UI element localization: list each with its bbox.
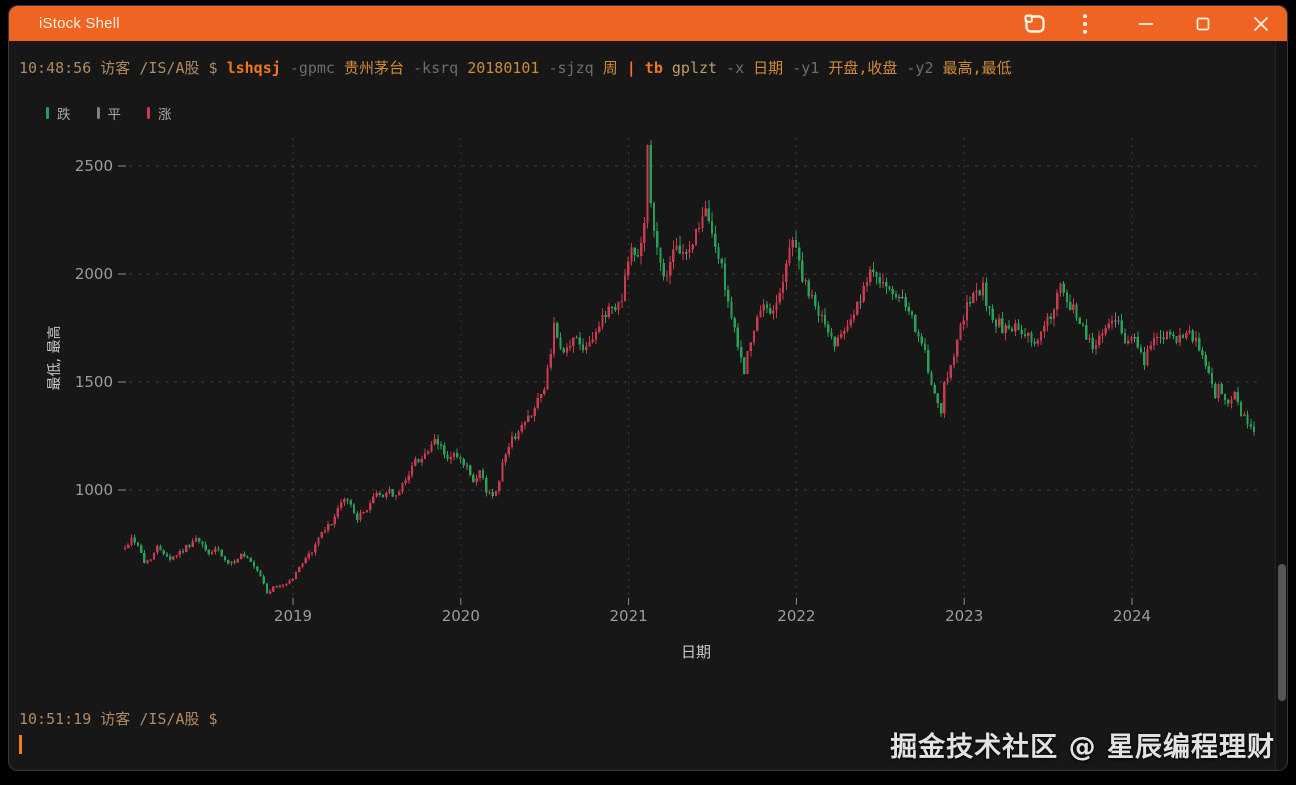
kebab-menu-icon[interactable] <box>1065 6 1105 41</box>
prompt-time: 10:48:56 <box>19 59 92 77</box>
watermark: 掘金技术社区 @ 星辰编程理财 <box>890 732 1275 763</box>
command-token: 20180101 <box>467 59 540 77</box>
legend-label-flat: 平 <box>107 107 122 123</box>
prompt-symbol: $ <box>208 59 218 77</box>
svg-text:2022: 2022 <box>777 607 815 625</box>
chart-legend: 跌 平 涨 <box>46 103 172 123</box>
gridlines <box>129 138 1262 598</box>
close-button[interactable] <box>1238 6 1284 41</box>
window-title: iStock Shell <box>39 15 120 32</box>
app-tab-icon-glyph <box>1024 14 1045 33</box>
command-token: -gpmc <box>289 59 335 77</box>
legend-label-up: 涨 <box>158 107 172 123</box>
close-icon <box>1254 16 1268 31</box>
legend-item-flat: 平 <box>96 103 122 123</box>
prompt2-time: 10:51:19 <box>19 710 92 728</box>
svg-text:2020: 2020 <box>442 607 480 625</box>
legend-item-down: 跌 <box>46 103 71 123</box>
axes: 1000 1500 2000 2500 2019 2020 2021 2022 2023 2024… <box>46 157 1151 661</box>
terminal-content: 10:48:56 访客 /IS/A股 $ lshqsj -gpmc 贵州茅台 -… <box>9 41 1287 770</box>
command-token: -ksrq <box>413 59 459 77</box>
svg-text:2500: 2500 <box>75 157 113 175</box>
legend-marker-down <box>46 107 49 119</box>
scrollbar-track[interactable] <box>1275 42 1287 770</box>
command-token: -x <box>726 59 745 77</box>
scrollbar-thumb[interactable] <box>1278 564 1286 701</box>
command-token: lshqsj <box>226 59 281 77</box>
svg-text:1500: 1500 <box>75 373 113 391</box>
x-axis-label: 日期 <box>681 643 711 661</box>
candlestick-chart: 1000 1500 2000 2500 2019 2020 2021 2022 2023 2024… <box>46 138 1262 661</box>
kebab-menu-glyph <box>1082 13 1088 34</box>
candles-series <box>123 139 1256 595</box>
command-token: -y1 <box>792 59 820 77</box>
prompt2-user: 访客 <box>100 710 131 728</box>
prompt-user: 访客 <box>100 59 131 77</box>
legend-marker-flat <box>96 107 100 119</box>
prompt2-symbol: $ <box>208 710 218 728</box>
command-token: -y2 <box>906 59 934 77</box>
maximize-button[interactable] <box>1180 6 1226 41</box>
command-text: lshqsj -gpmc 贵州茅台 -ksrq 20180101 -sjzq 周… <box>227 59 1012 77</box>
legend-item-up: 涨 <box>147 103 172 123</box>
command-token: 最高,最低 <box>942 59 1012 77</box>
svg-text:2000: 2000 <box>75 265 113 283</box>
prompt-path: /IS/A股 <box>139 59 200 77</box>
y-axis-label: 最低, 最高 <box>46 326 63 391</box>
command-line-1: 10:48:56 访客 /IS/A股 $ lshqsj -gpmc 贵州茅台 -… <box>19 58 1012 79</box>
command-token: | <box>626 59 636 77</box>
command-token: -sjzq <box>548 59 594 77</box>
terminal-cursor[interactable] <box>19 735 22 754</box>
command-token: gplzt <box>671 59 718 77</box>
legend-label-down: 跌 <box>57 107 71 123</box>
command-token: 日期 <box>753 59 784 77</box>
prompt2-path: /IS/A股 <box>139 710 200 728</box>
command-token: tb <box>644 59 663 77</box>
terminal-window: iStock Shell <box>8 5 1288 771</box>
minimize-icon <box>1138 22 1154 25</box>
maximize-icon <box>1196 17 1210 30</box>
minimize-button[interactable] <box>1123 6 1169 41</box>
svg-text:2019: 2019 <box>274 607 312 625</box>
svg-text:2023: 2023 <box>945 607 983 625</box>
legend-marker-up <box>147 107 150 119</box>
command-token: 周 <box>602 59 618 77</box>
command-token: 开盘,收盘 <box>828 59 898 77</box>
titlebar[interactable]: iStock Shell <box>9 6 1287 41</box>
command-token: 贵州茅台 <box>343 59 404 77</box>
svg-text:2021: 2021 <box>610 607 648 625</box>
svg-text:2024: 2024 <box>1113 607 1151 625</box>
command-line-2: 10:51:19 访客 /IS/A股 $ <box>19 709 218 730</box>
app-tab-icon[interactable] <box>1014 6 1056 41</box>
svg-text:1000: 1000 <box>75 481 113 499</box>
